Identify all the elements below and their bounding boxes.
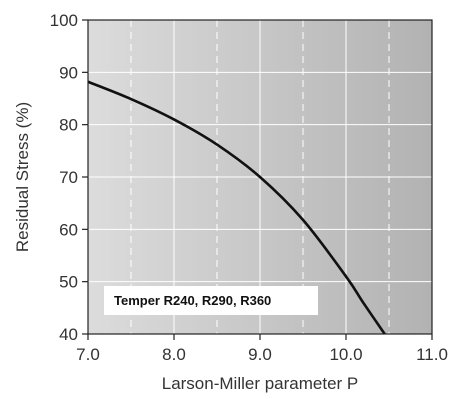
x-tick-label: 9.0	[248, 345, 272, 364]
y-tick-label: 50	[59, 273, 78, 292]
y-tick-label: 70	[59, 168, 78, 187]
y-tick-label: 60	[59, 220, 78, 239]
y-axis: 40 50 60 70 80 90 100	[50, 11, 88, 344]
x-tick-label: 11.0	[416, 345, 448, 364]
x-tick-label: 10.0	[329, 345, 362, 364]
y-axis-title: Residual Stress (%)	[13, 102, 32, 252]
y-tick-label: 40	[59, 325, 78, 344]
annotation-box: Temper R240, R290, R360	[104, 286, 318, 315]
x-axis-title: Larson-Miller parameter P	[162, 374, 359, 393]
series-line	[87, 80, 386, 335]
x-tick-label: 7.0	[76, 345, 100, 364]
annotation-label: Temper R240, R290, R360	[114, 293, 271, 308]
y-tick-label: 100	[50, 11, 78, 30]
annotation-background	[104, 286, 318, 315]
y-tick-label: 80	[59, 116, 78, 135]
y-tick-label: 90	[59, 63, 78, 82]
x-tick-label: 8.0	[162, 345, 186, 364]
x-axis: 7.0 8.0 9.0 10.0 11.0	[76, 334, 448, 364]
series-group	[87, 80, 386, 335]
